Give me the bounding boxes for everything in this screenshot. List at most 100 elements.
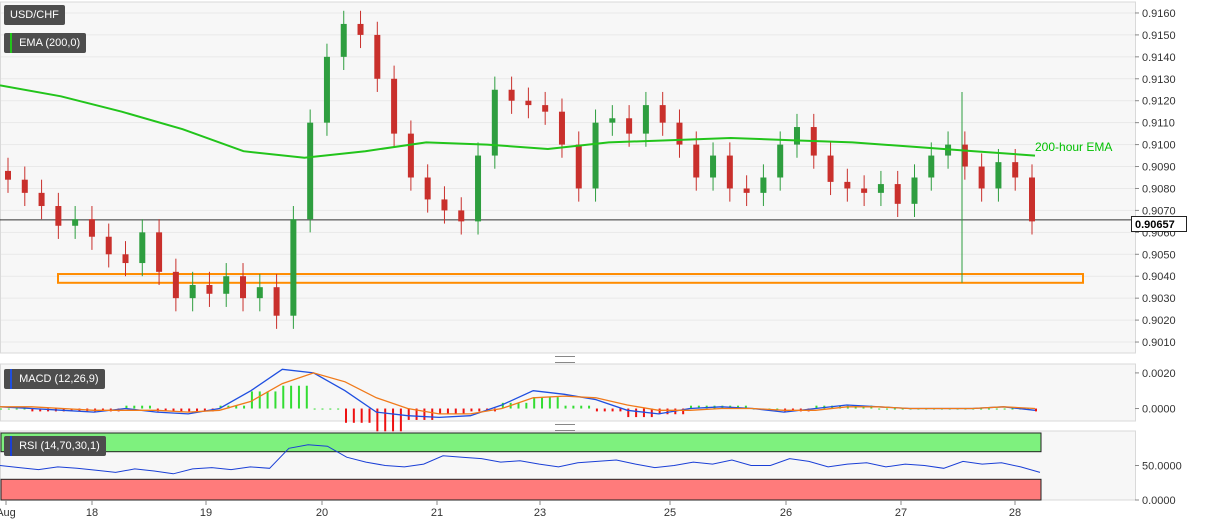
macd-histogram-bar	[501, 402, 504, 409]
macd-histogram-bar	[1003, 408, 1006, 410]
macd-y-tick-label: 0.0020	[1142, 368, 1176, 380]
macd-histogram-bar	[399, 408, 402, 432]
candle-body	[978, 166, 985, 189]
macd-histogram-bar	[627, 408, 630, 418]
macd-histogram-bar	[258, 391, 261, 409]
x-tick-label: 23	[534, 507, 546, 519]
macd-histogram-bar	[70, 408, 73, 412]
x-tick-label: 18	[86, 507, 98, 519]
macd-histogram-bar	[31, 408, 34, 412]
macd-histogram-bar	[556, 397, 559, 409]
macd-histogram-bar	[893, 408, 896, 410]
macd-histogram-bar	[603, 408, 606, 412]
candle-body	[827, 155, 834, 182]
rsi-oversold-band	[0, 478, 1042, 501]
candle-body	[475, 155, 482, 222]
candle-body	[575, 144, 582, 189]
rsi-panel	[0, 432, 1042, 501]
macd-histogram-bar	[588, 405, 591, 409]
x-tick-label: 25	[664, 507, 676, 519]
candle-body	[172, 271, 179, 299]
x-tick-label: 27	[895, 507, 907, 519]
macd-histogram-bar	[635, 408, 638, 418]
candle-body	[88, 219, 95, 237]
pane-resize-handle-rsi[interactable]	[555, 424, 575, 431]
macd-histogram-bar	[658, 408, 661, 415]
macd-histogram-bar	[266, 391, 269, 409]
candle-body	[592, 122, 599, 189]
y-tick-label: 0.9050	[1142, 249, 1176, 261]
rsi-indicator-tag[interactable]: RSI (14,70,30,1)	[4, 436, 106, 456]
candle-body	[273, 287, 280, 316]
macd-histogram-bar	[376, 408, 379, 432]
candle-body	[38, 192, 45, 207]
macd-histogram-bar	[776, 408, 779, 410]
x-tick-label: Aug	[0, 507, 16, 519]
macd-indicator-label: MACD (12,26,9)	[19, 373, 99, 385]
macd-histogram-bar	[572, 405, 575, 409]
macd-histogram-bar	[446, 408, 449, 415]
candle-body	[894, 184, 901, 204]
macd-histogram-bar	[407, 408, 410, 420]
macd-histogram-bar	[580, 405, 583, 409]
macd-histogram-bar	[15, 408, 18, 410]
macd-histogram-bar	[980, 408, 983, 410]
candle-body	[710, 155, 717, 178]
candle-body	[693, 144, 700, 178]
macd-histogram-bar	[470, 408, 473, 412]
symbol-tag[interactable]: USD/CHF	[4, 5, 65, 25]
macd-histogram-bar	[133, 405, 136, 409]
macd-histogram-bar	[313, 408, 316, 410]
macd-histogram-bar	[219, 405, 222, 409]
candle-body	[290, 219, 297, 316]
candle-body	[441, 199, 448, 211]
candle-body	[961, 144, 968, 167]
macd-histogram-bar	[250, 391, 253, 409]
macd-indicator-tag[interactable]: MACD (12,26,9)	[4, 369, 105, 389]
macd-histogram-bar	[282, 385, 285, 409]
candle-body	[525, 100, 532, 106]
ema-annotation: 200-hour EMA	[1035, 140, 1113, 154]
candle-body	[659, 105, 666, 123]
y-tick-label: 0.9010	[1142, 337, 1176, 349]
macd-histogram-bar	[697, 405, 700, 409]
ema-swatch	[10, 33, 12, 53]
macd-histogram-bar	[744, 405, 747, 409]
macd-histogram-bar	[7, 408, 10, 410]
support-zone	[57, 273, 1084, 284]
y-tick-label: 0.9130	[1142, 74, 1176, 86]
candle-body	[626, 118, 633, 134]
pane-resize-handle-macd[interactable]	[555, 356, 575, 363]
macd-y-tick-label: 0.0000	[1142, 404, 1176, 416]
macd-histogram-bar	[305, 385, 308, 409]
rsi-indicator-label: RSI (14,70,30,1)	[19, 440, 100, 452]
candle-body	[407, 133, 414, 178]
macd-histogram-bar	[384, 408, 387, 432]
macd-histogram-bar	[321, 408, 324, 410]
candle-body	[844, 181, 851, 189]
y-tick-label: 0.9030	[1142, 293, 1176, 305]
support-zone-box	[57, 273, 1084, 284]
macd-histogram-bar	[243, 405, 246, 409]
ema-indicator-tag[interactable]: EMA (200,0)	[4, 33, 87, 53]
candle-body	[877, 184, 884, 193]
macd-histogram-bar	[0, 408, 2, 410]
macd-histogram-bar	[188, 408, 191, 412]
y-tick-label: 0.9110	[1142, 118, 1175, 130]
candle-body	[105, 236, 112, 255]
candle-body	[72, 219, 79, 226]
y-tick-label: 0.9080	[1142, 183, 1176, 195]
x-tick-label: 21	[431, 507, 443, 519]
x-tick-label: 28	[1009, 507, 1021, 519]
symbol-label: USD/CHF	[10, 9, 59, 21]
candle-body	[340, 23, 347, 57]
current-price-value: 0.90657	[1135, 219, 1175, 231]
macd-histogram-bar	[203, 408, 206, 412]
y-tick-label: 0.9090	[1142, 162, 1176, 174]
macd-histogram-bar	[297, 385, 300, 409]
macd-histogram-bar	[1035, 408, 1037, 412]
current-price-marker: 0.90657	[1131, 216, 1187, 232]
candle-body	[743, 188, 750, 193]
candle-body	[223, 276, 230, 294]
